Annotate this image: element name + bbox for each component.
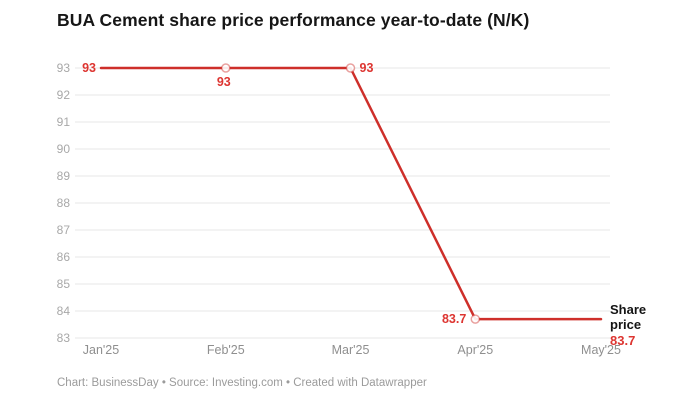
y-tick-label: 91 xyxy=(57,115,71,129)
y-tick-label: 92 xyxy=(57,88,71,102)
series-end-value: 83.7 xyxy=(610,333,636,348)
y-tick-label: 83 xyxy=(57,331,71,345)
y-tick-label: 88 xyxy=(57,196,71,210)
y-tick-label: 90 xyxy=(57,142,71,156)
chart-title: BUA Cement share price performance year-… xyxy=(57,10,530,30)
x-tick-label: Feb'25 xyxy=(207,343,245,357)
point-value-label: 83.7 xyxy=(442,312,466,326)
chart-footer-attribution: Chart: BusinessDay • Source: Investing.c… xyxy=(57,377,427,389)
series-end-label: Share price 83.7 xyxy=(610,302,690,349)
point-value-label: 93 xyxy=(217,75,231,89)
x-tick-label: May'25 xyxy=(581,343,621,357)
y-tick-label: 86 xyxy=(57,250,71,264)
series-name-line1: Share xyxy=(610,302,647,317)
share-price-line xyxy=(99,66,603,321)
x-tick-label: Mar'25 xyxy=(332,343,370,357)
data-point-marker xyxy=(345,63,356,73)
point-value-label: 93 xyxy=(82,61,96,75)
x-tick-label: Apr'25 xyxy=(457,343,493,357)
series-name-line2: price xyxy=(610,316,642,332)
x-tick-label: Jan'25 xyxy=(83,343,119,357)
data-point-marker xyxy=(221,63,231,73)
y-tick-label: 89 xyxy=(57,169,71,183)
y-tick-label: 85 xyxy=(57,277,71,291)
y-tick-label: 84 xyxy=(57,304,71,318)
data-point-marker xyxy=(470,314,481,324)
point-value-label: 93 xyxy=(360,61,374,75)
y-tick-label: 93 xyxy=(57,61,71,75)
y-tick-label: 87 xyxy=(57,223,71,237)
